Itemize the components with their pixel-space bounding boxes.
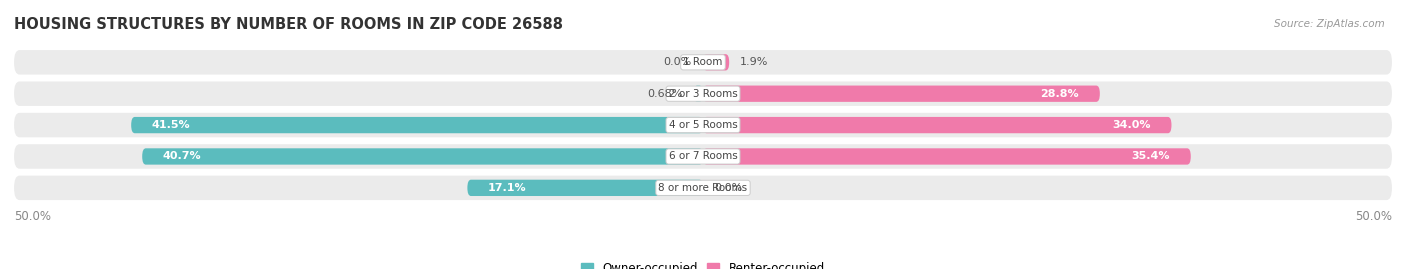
Text: 8 or more Rooms: 8 or more Rooms — [658, 183, 748, 193]
FancyBboxPatch shape — [14, 50, 1392, 75]
FancyBboxPatch shape — [693, 86, 703, 102]
Legend: Owner-occupied, Renter-occupied: Owner-occupied, Renter-occupied — [576, 258, 830, 269]
Text: HOUSING STRUCTURES BY NUMBER OF ROOMS IN ZIP CODE 26588: HOUSING STRUCTURES BY NUMBER OF ROOMS IN… — [14, 17, 562, 32]
FancyBboxPatch shape — [467, 180, 703, 196]
Text: 0.0%: 0.0% — [714, 183, 742, 193]
Text: 1 Room: 1 Room — [683, 57, 723, 67]
Text: 50.0%: 50.0% — [1355, 210, 1392, 224]
FancyBboxPatch shape — [703, 54, 730, 70]
FancyBboxPatch shape — [703, 117, 1171, 133]
FancyBboxPatch shape — [14, 144, 1392, 169]
Text: 50.0%: 50.0% — [14, 210, 51, 224]
FancyBboxPatch shape — [14, 176, 1392, 200]
Text: 17.1%: 17.1% — [488, 183, 527, 193]
Text: 2 or 3 Rooms: 2 or 3 Rooms — [669, 89, 737, 99]
Text: 35.4%: 35.4% — [1132, 151, 1170, 161]
Text: 4 or 5 Rooms: 4 or 5 Rooms — [669, 120, 737, 130]
Text: 6 or 7 Rooms: 6 or 7 Rooms — [669, 151, 737, 161]
Text: 40.7%: 40.7% — [163, 151, 201, 161]
Text: 0.68%: 0.68% — [647, 89, 682, 99]
Text: 41.5%: 41.5% — [152, 120, 190, 130]
Text: 28.8%: 28.8% — [1040, 89, 1080, 99]
Text: 1.9%: 1.9% — [740, 57, 769, 67]
FancyBboxPatch shape — [131, 117, 703, 133]
Text: Source: ZipAtlas.com: Source: ZipAtlas.com — [1274, 19, 1385, 29]
FancyBboxPatch shape — [703, 86, 1099, 102]
FancyBboxPatch shape — [14, 113, 1392, 137]
FancyBboxPatch shape — [703, 148, 1191, 165]
Text: 0.0%: 0.0% — [664, 57, 692, 67]
FancyBboxPatch shape — [14, 82, 1392, 106]
FancyBboxPatch shape — [142, 148, 703, 165]
Text: 34.0%: 34.0% — [1112, 120, 1152, 130]
